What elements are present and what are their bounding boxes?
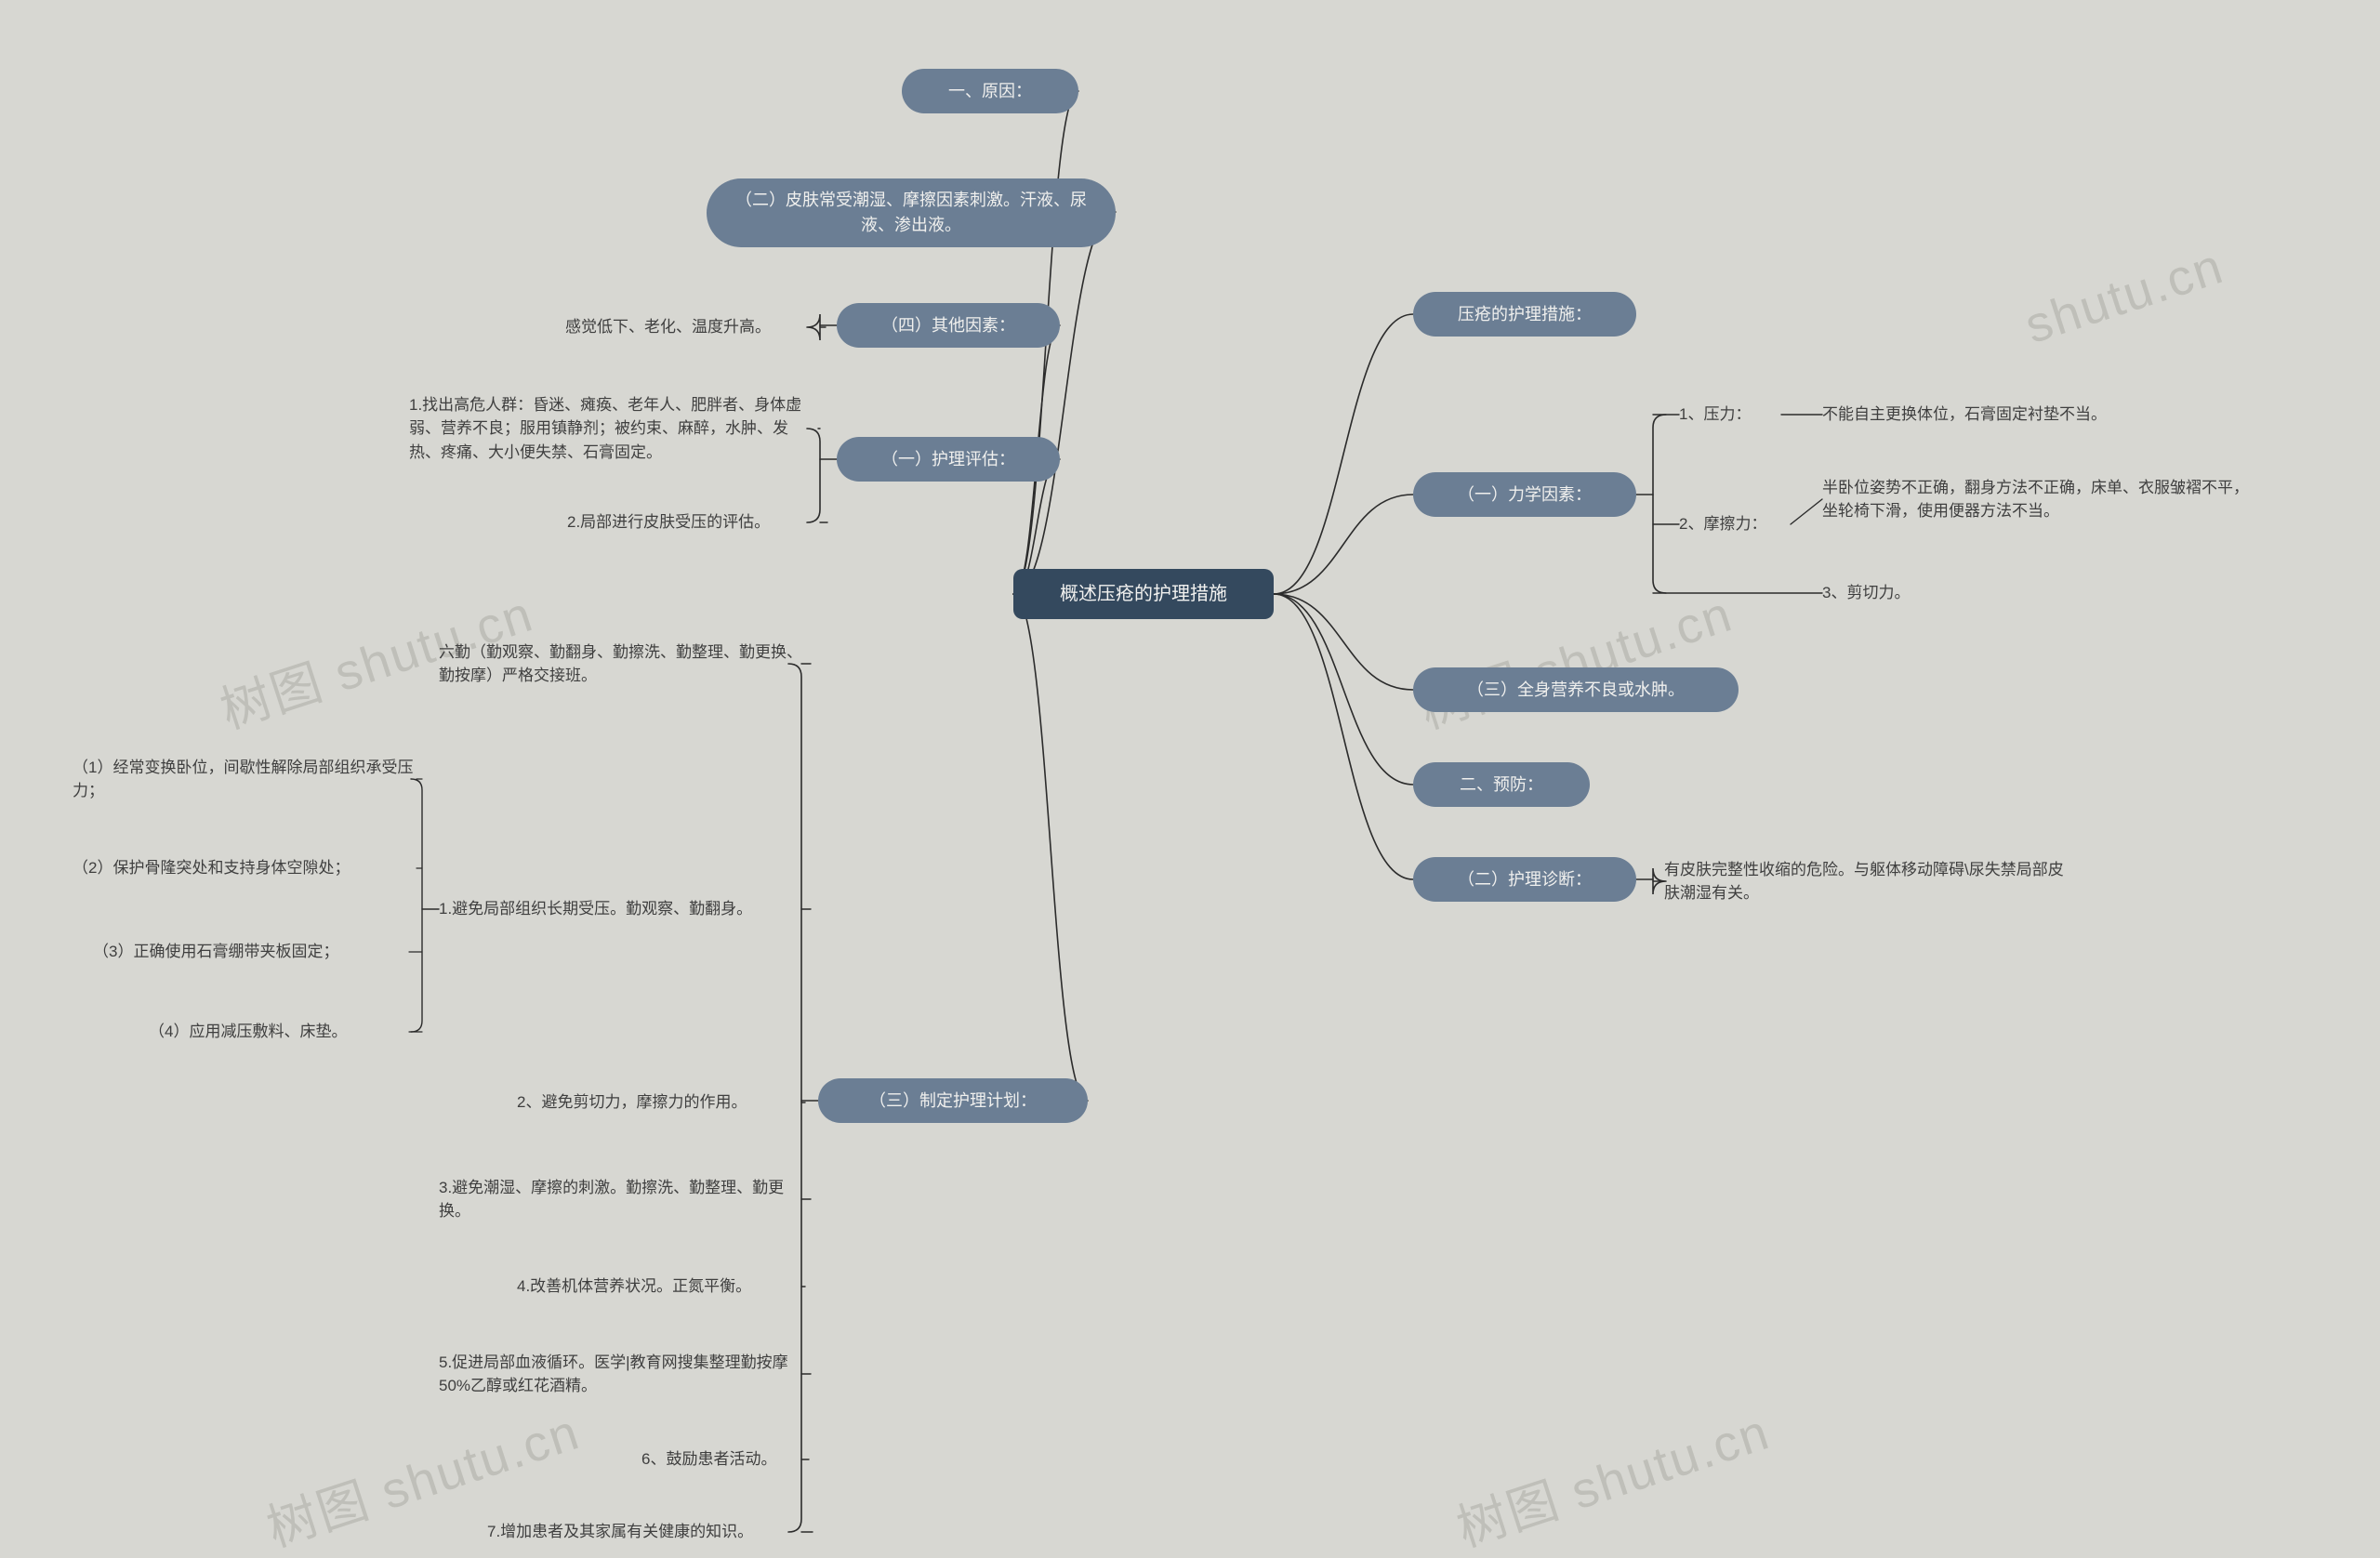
leaf-R2b1: 半卧位姿势不正确，翻身方法不正确，床单、衣服皱褶不平，坐轮椅下滑，使用便器方法不… [1822, 463, 2250, 535]
leaf-L4a: 1.找出高危人群：昏迷、瘫痪、老年人、肥胖者、身体虚弱、营养不良；服用镇静剂；被… [409, 377, 818, 480]
left-branch-L2: （二）皮肤常受潮湿、摩擦因素刺激。汗液、尿液、渗出液。 [707, 178, 1116, 247]
right-branch-R3: （三）全身营养不良或水肿。 [1413, 667, 1739, 712]
leaf-L5d: 3.避免潮湿、摩擦的刺激。勤擦洗、勤整理、勤更换。 [439, 1173, 811, 1225]
leaf-L5b4: （4）应用减压敷料、床垫。 [149, 1019, 409, 1045]
leaf-L5b2: （2）保护骨隆突处和支持身体空隙处； [73, 855, 416, 881]
leaf-L5g: 6、鼓励患者活动。 [641, 1446, 809, 1472]
leaf-R2c: 3、剪切力。 [1822, 580, 1943, 606]
leaf-L5c: 2、避免剪切力，摩擦力的作用。 [517, 1089, 805, 1116]
left-branch-L4: （一）护理评估： [837, 437, 1060, 482]
leaf-L5e: 4.改善机体营养状况。正氮平衡。 [517, 1274, 805, 1300]
left-branch-L5: （三）制定护理计划： [818, 1078, 1088, 1123]
leaf-L5b3: （3）正确使用石膏绷带夹板固定； [93, 939, 409, 965]
watermark: 树图 shutu.cn [1409, 573, 1740, 743]
left-branch-L3: （四）其他因素： [837, 303, 1060, 348]
leaf-R5a: 有皮肤完整性收缩的危险。与躯体移动障碍\尿失禁局部皮肤潮湿有关。 [1664, 855, 2064, 907]
watermark: shutu.cn [2018, 237, 2231, 355]
root-node: 概述压疮的护理措施 [1013, 569, 1274, 619]
leaf-L5h: 7.增加患者及其家属有关健康的知识。 [487, 1519, 813, 1545]
left-branch-L1: 一、原因： [902, 69, 1078, 113]
right-branch-R2: （一）力学因素： [1413, 472, 1636, 517]
leaf-L5a: 六勤（勤观察、勤翻身、勤擦洗、勤整理、勤更换、勤按摩）严格交接班。 [439, 638, 811, 690]
leaf-L5b: 1.避免局部组织长期受压。勤观察、勤翻身。 [439, 896, 811, 922]
leaf-L3a: 感觉低下、老化、温度升高。 [565, 314, 826, 340]
leaf-L4b: 2.局部进行皮肤受压的评估。 [567, 509, 827, 535]
leaf-R2a: 1、压力： [1679, 402, 1781, 428]
right-branch-R1: 压疮的护理措施： [1413, 292, 1636, 337]
right-branch-R4: 二、预防： [1413, 762, 1590, 807]
watermark: 树图 shutu.cn [1447, 1391, 1778, 1558]
right-branch-R5: （二）护理诊断： [1413, 857, 1636, 902]
leaf-L5f: 5.促进局部血液循环。医学|教育网搜集整理勤按摩50%乙醇或红花酒精。 [439, 1348, 811, 1400]
leaf-L5b1: （1）经常变换卧位，间歇性解除局部组织承受压力； [73, 753, 416, 805]
leaf-R2a1: 不能自主更换体位，石膏固定衬垫不当。 [1822, 402, 2213, 428]
leaf-R2b: 2、摩擦力： [1679, 511, 1791, 537]
mindmap-canvas: 树图 shutu.cn树图 shutu.cn树图 shutu.cn树图 shut… [0, 0, 2380, 1558]
